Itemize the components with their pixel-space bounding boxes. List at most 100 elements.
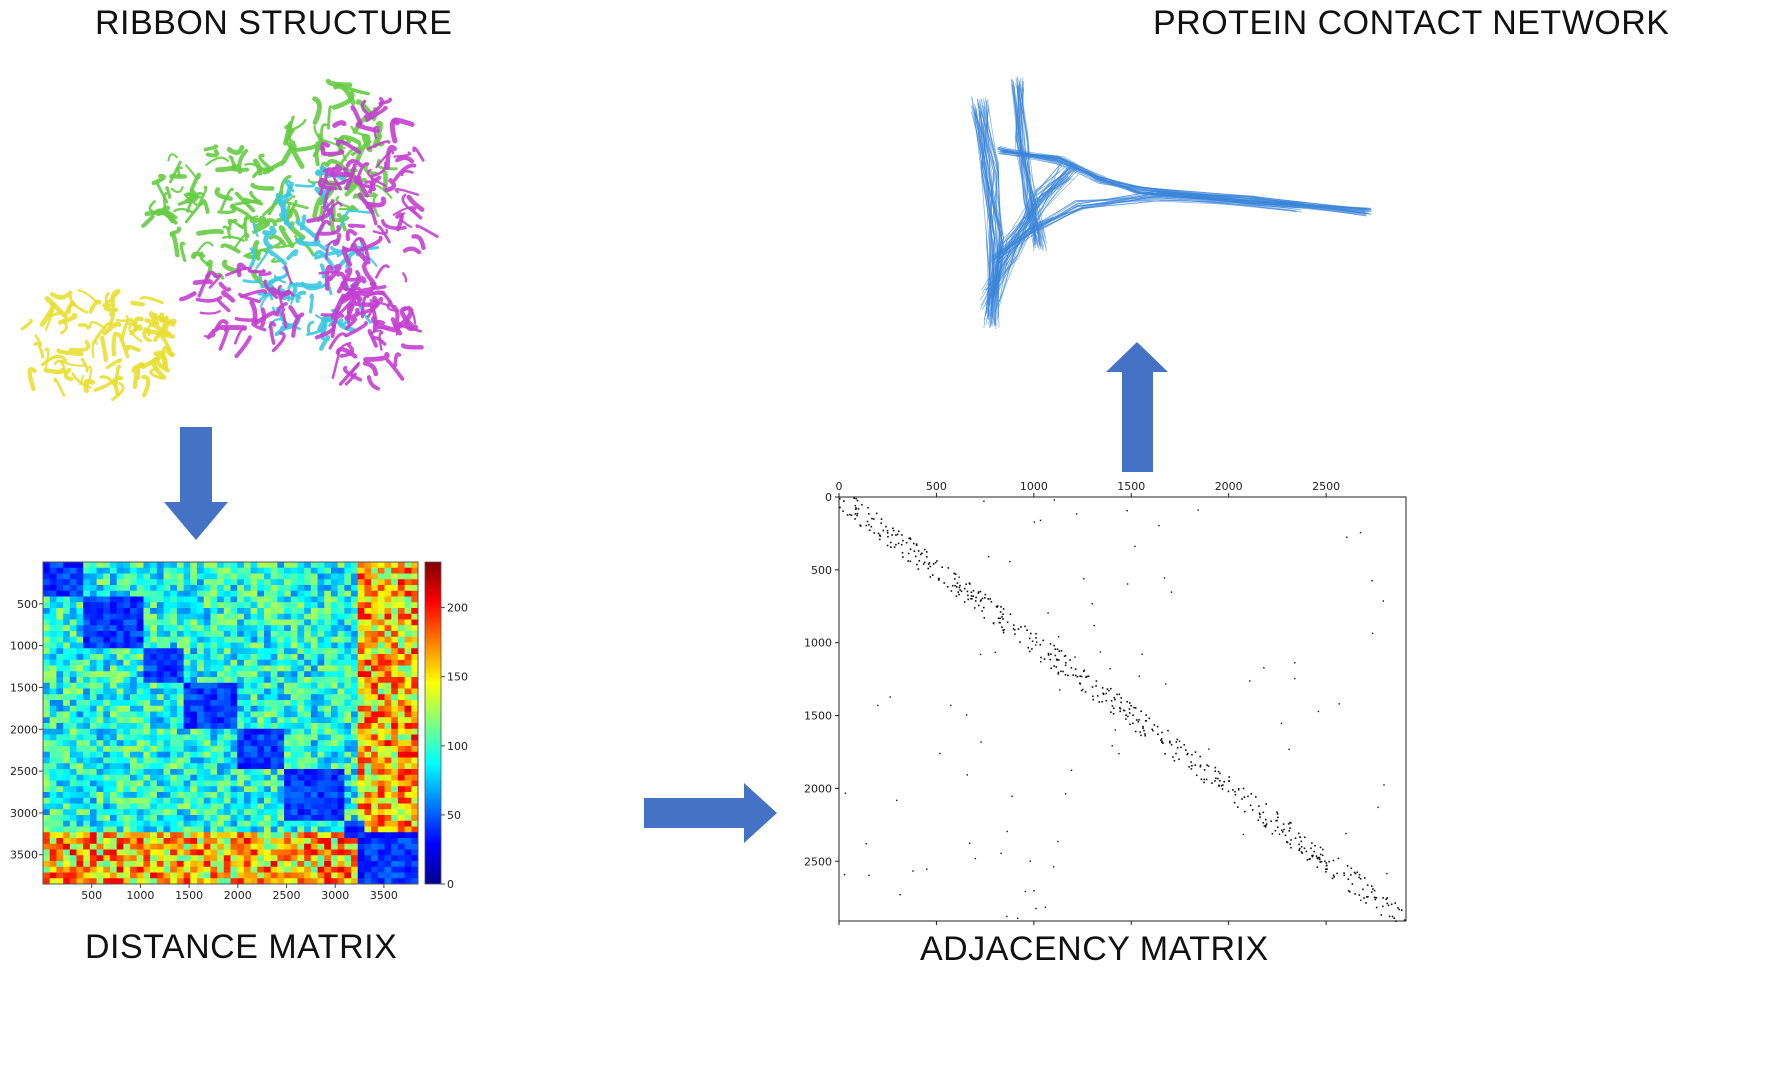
heatmap-cell [270,677,278,684]
heatmap-cell [310,590,318,597]
heatmap-cell [310,866,318,873]
heatmap-cell [290,861,298,868]
heatmap-cell [163,740,171,747]
heatmap-cell [330,631,339,638]
heatmap-cell [310,723,318,730]
heatmap-cell [344,723,352,730]
contact-point [967,594,969,597]
heatmap-cell [163,878,171,884]
heatmap-cell [130,711,138,718]
heatmap-cell [197,746,205,753]
heatmap-cell [96,596,104,603]
heatmap-cell [150,855,158,862]
heatmap-cell [270,705,278,712]
heatmap-cell [364,596,372,603]
heatmap-cell [163,694,171,701]
heatmap-cell [76,809,84,816]
heatmap-cell [250,700,258,707]
heatmap-cell [337,832,345,839]
heatmap-cell [230,746,238,753]
heatmap-cell [290,705,298,712]
contact-point [1259,816,1261,818]
heatmap-cell [203,705,211,712]
heatmap-cell [63,562,71,569]
heatmap-cell [89,866,97,873]
heatmap-cell [183,826,191,833]
heatmap-cell [136,579,144,586]
heatmap-cell [163,585,171,592]
heatmap-cell [230,573,238,580]
heatmap-cell [223,648,231,655]
contact-point [856,499,859,502]
heatmap-cell [43,815,51,822]
heatmap-cell [391,815,399,822]
heatmap-cell [76,585,84,592]
heatmap-cell [290,855,298,862]
heatmap-cell [391,579,399,586]
heatmap-cell [337,562,345,569]
heatmap-cell [83,872,91,879]
heatmap-cell [83,665,91,672]
heatmap-cell [190,751,198,758]
contact-point [1298,847,1301,850]
ribbon-segment [288,305,299,319]
heatmap-cell [170,562,178,569]
heatmap-cell [250,608,258,615]
heatmap-cell [163,642,171,649]
heatmap-cell [337,619,345,626]
heatmap-cell [123,705,131,712]
heatmap-cell [284,711,292,718]
heatmap-cell [83,642,91,649]
heatmap-cell [176,636,185,643]
heatmap-cell [290,763,298,770]
heatmap-cell [203,843,211,850]
heatmap-cell [150,585,158,592]
heatmap-cell [96,763,104,770]
contact-point [918,560,921,562]
heatmap-cell [43,705,51,712]
heatmap-cell [217,608,225,615]
heatmap-cell [371,608,379,615]
ribbon-segment [291,312,305,338]
heatmap-cell [310,688,318,695]
ribbon-segment [324,264,334,291]
heatmap-cell [284,763,292,770]
heatmap-cell [364,579,372,586]
heatmap-cell [203,757,211,764]
heatmap-cell [317,573,325,580]
heatmap-cell [230,861,238,868]
heatmap-cell [203,619,211,626]
ribbon-segment [69,294,89,314]
heatmap-cell [143,677,151,684]
heatmap-cell [183,861,191,868]
ribbon-segment [330,204,335,222]
ribbon-segment [400,343,424,350]
heatmap-cell [324,567,332,574]
heatmap-cell [290,843,298,850]
contact-point [1059,689,1061,691]
contact-point [1247,795,1249,798]
heatmap-cell [89,573,97,580]
heatmap-cell [384,585,392,592]
contact-point [1070,769,1073,771]
heatmap-cell [217,688,225,695]
ribbon-segment [368,290,386,295]
heatmap-cell [109,838,118,845]
heatmap-cell [210,648,218,655]
contact-point [929,576,932,578]
heatmap-cell [96,608,104,615]
heatmap-cell [190,843,198,850]
heatmap-cell [243,694,251,701]
contact-point [1137,720,1140,723]
contact-point [901,552,904,554]
heatmap-cell [344,671,352,678]
heatmap-cell [384,803,392,810]
ribbon-segment [44,347,50,371]
contact-point [1203,778,1205,781]
heatmap-cell [357,596,365,603]
heatmap-cell [217,786,225,793]
contact-point [859,524,861,526]
contact-point [953,572,955,575]
heatmap-cell [49,809,57,816]
heatmap-cell [176,843,185,850]
